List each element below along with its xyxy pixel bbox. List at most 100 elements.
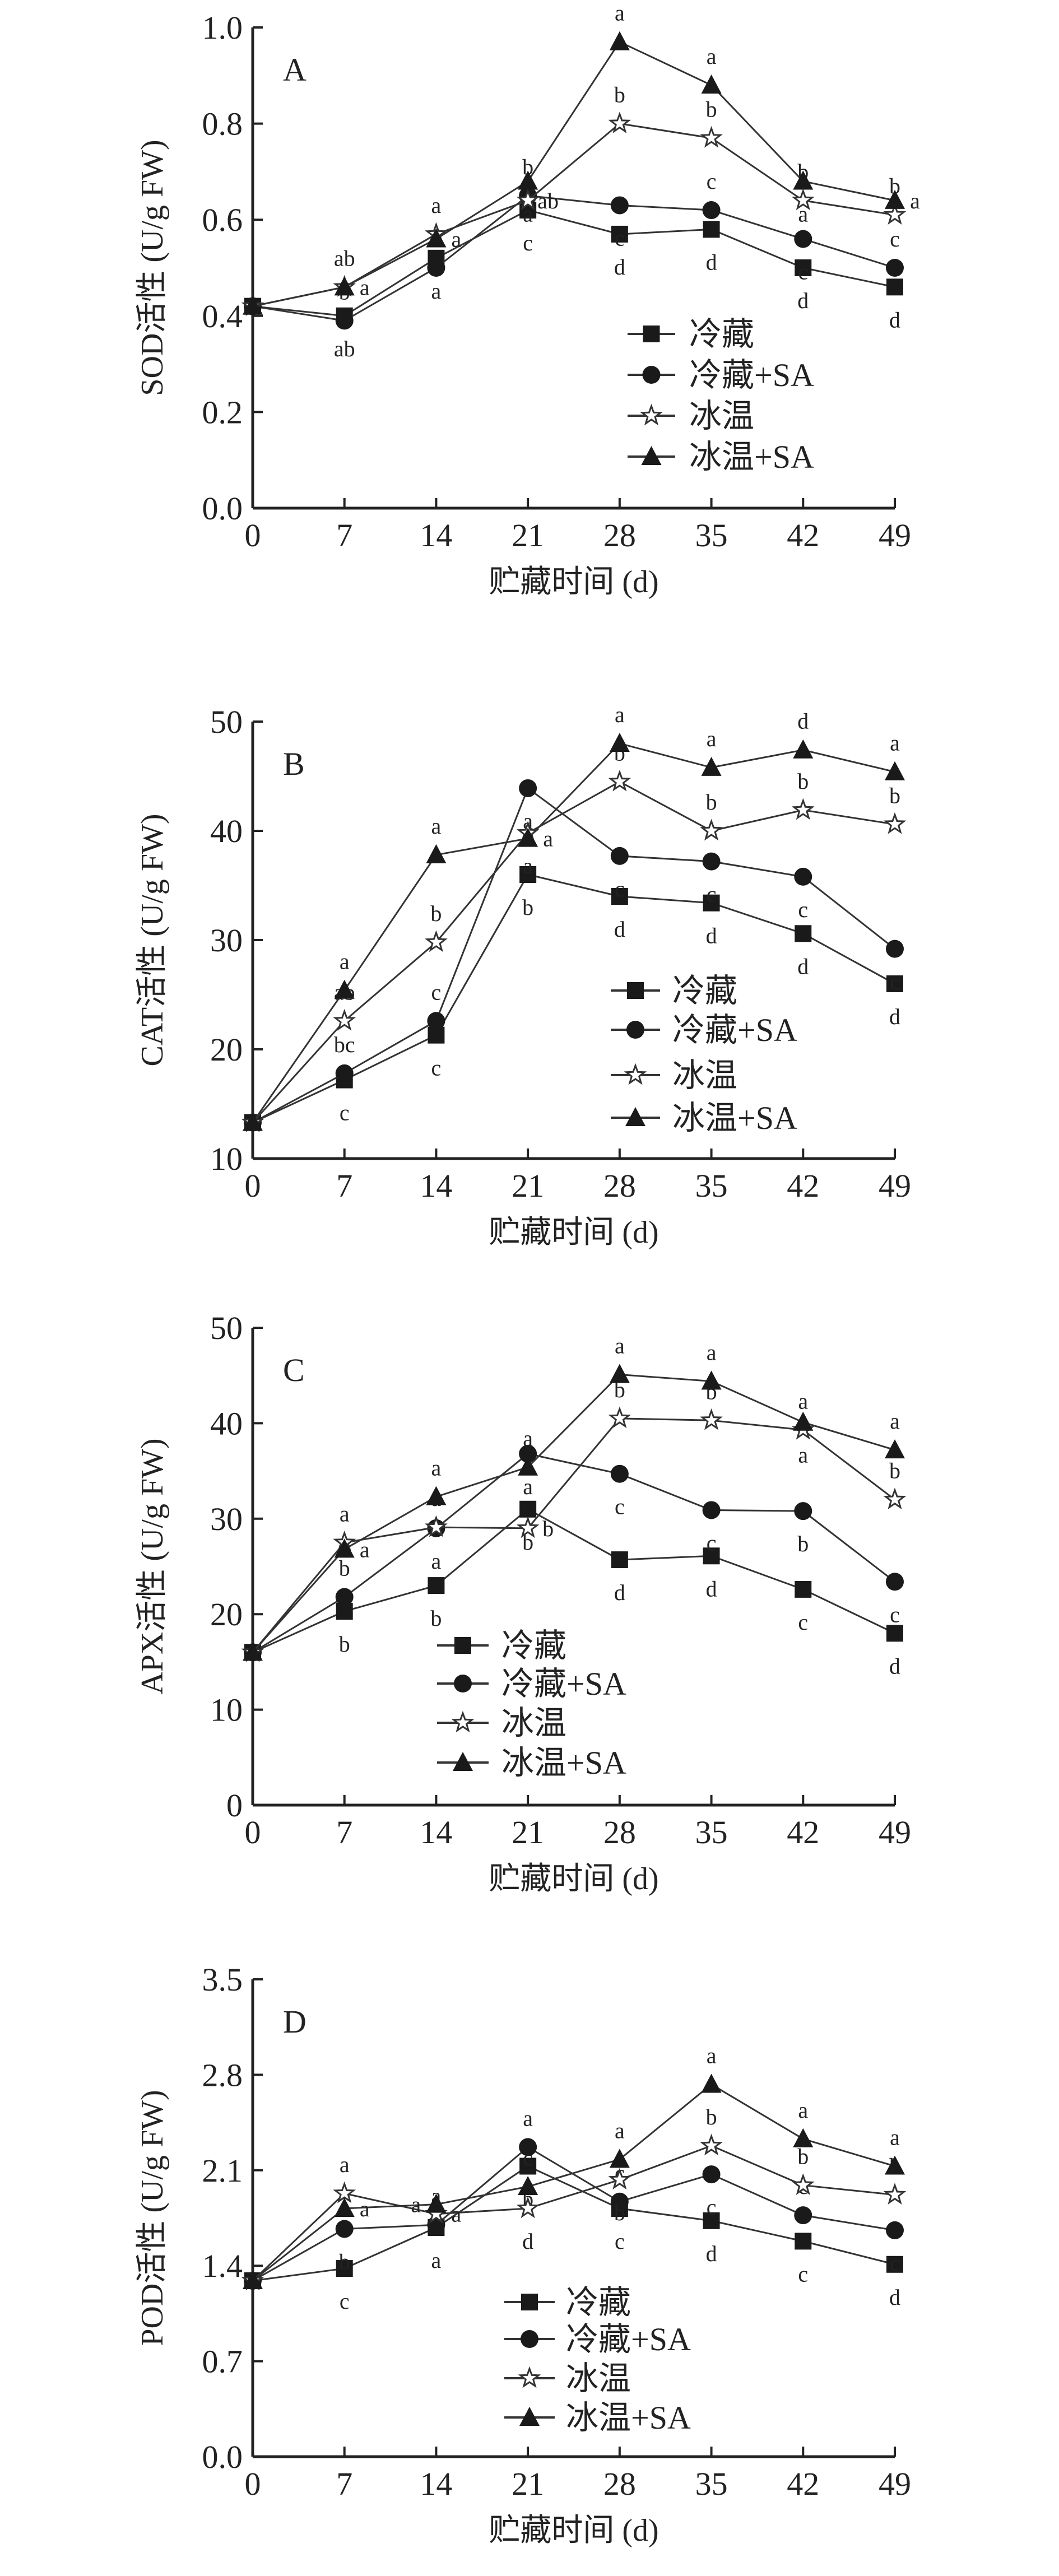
significance-letter: b <box>614 2200 625 2225</box>
data-point <box>701 756 722 776</box>
data-point <box>883 812 907 834</box>
data-point <box>609 31 630 50</box>
data-point <box>516 2196 540 2219</box>
data-point <box>610 1464 629 1483</box>
significance-letter: d <box>889 2285 900 2310</box>
data-point <box>794 1502 812 1521</box>
y-tick-label: 0.8 <box>202 106 243 142</box>
data-point <box>608 1406 631 1429</box>
data-point <box>518 2176 538 2196</box>
series-line <box>252 1508 895 1653</box>
significance-letter: ab <box>334 336 355 361</box>
legend-label: 冰温+SA <box>672 1100 797 1136</box>
data-point <box>793 170 814 190</box>
significance-letter: a <box>431 2248 442 2273</box>
legend-label: 冰温 <box>501 1705 566 1741</box>
series-line <box>252 1373 895 1653</box>
x-tick-label: 7 <box>336 1168 352 1204</box>
data-point <box>886 2256 903 2273</box>
legend-label: 冷藏 <box>689 316 754 352</box>
data-point <box>886 2221 904 2239</box>
data-point <box>243 1642 263 1661</box>
significance-letter: b <box>889 783 900 808</box>
data-point <box>885 189 905 209</box>
significance-letter: b <box>797 769 809 794</box>
legend-marker-triangle <box>453 1752 473 1771</box>
significance-letter: d <box>614 917 625 942</box>
x-tick-label: 42 <box>787 2466 819 2502</box>
data-point <box>427 1012 445 1030</box>
significance-letter: a <box>615 1 625 26</box>
x-tick-label: 21 <box>512 1814 544 1850</box>
data-point <box>794 2206 812 2225</box>
significance-letter: c <box>798 1610 808 1635</box>
x-tick-label: 0 <box>245 1168 261 1204</box>
data-point <box>791 2173 815 2195</box>
series-star: abaabbbbb <box>241 82 907 316</box>
data-point <box>243 1112 263 1131</box>
significance-letter: a <box>523 808 533 834</box>
legend-label: 冰温 <box>672 1057 737 1094</box>
significance-letter: a <box>523 1474 533 1499</box>
significance-letter: c <box>707 2194 717 2220</box>
significance-letter: b <box>542 1516 554 1541</box>
significance-letter: c <box>707 882 717 907</box>
legend-marker-circle <box>454 1675 472 1692</box>
significance-letter: c <box>431 979 442 1005</box>
series-star: abbabbbb <box>241 740 907 1132</box>
data-point <box>611 225 628 243</box>
x-axis-title: 贮藏时间 (d) <box>489 1215 658 1250</box>
data-point <box>700 125 723 148</box>
significance-letter: c <box>890 226 900 252</box>
significance-letter: c <box>798 897 808 922</box>
y-tick-label: 50 <box>210 1310 243 1346</box>
significance-letter: c <box>523 230 533 255</box>
data-point <box>701 2073 722 2093</box>
data-point <box>427 259 445 277</box>
significance-letter: a <box>910 188 920 213</box>
x-tick-label: 7 <box>336 517 352 554</box>
y-tick-label: 1.0 <box>202 10 243 46</box>
legend-marker-triangle <box>519 2407 540 2426</box>
legend-marker-triangle <box>625 1107 645 1126</box>
data-point <box>334 276 355 296</box>
legend-marker-star <box>518 2366 541 2388</box>
significance-letter: a <box>431 1549 442 1574</box>
x-tick-label: 35 <box>695 1814 728 1850</box>
data-point <box>609 2149 630 2168</box>
significance-letter: b <box>339 1631 350 1657</box>
significance-letter: a <box>615 702 625 727</box>
significance-letter: c <box>707 1530 717 1555</box>
x-tick-label: 35 <box>695 2466 728 2502</box>
series-line <box>252 2146 895 2282</box>
data-point <box>700 819 723 841</box>
significance-letter: a <box>411 2192 421 2217</box>
chart-panel-a: 0.0 0.2 0.4 0.6 0.8 1.0 0 7 14 21 28 35 42 49 贮藏时间 (d)… <box>135 1 920 599</box>
y-tick-label: 50 <box>210 704 243 740</box>
data-point <box>703 1547 720 1565</box>
data-point <box>795 259 812 276</box>
data-point <box>609 733 630 752</box>
x-tick-label: 21 <box>512 1168 544 1204</box>
series-line <box>252 787 895 1123</box>
significance-letter: a <box>360 1537 370 1562</box>
significance-letter: d <box>706 2241 717 2266</box>
data-point <box>702 2165 721 2184</box>
y-tick-label: 2.8 <box>202 2057 243 2093</box>
data-point <box>886 1625 903 1642</box>
y-tick-label: 0.6 <box>202 202 243 238</box>
data-point <box>702 852 721 871</box>
significance-letter: b <box>706 2104 717 2129</box>
legend-label: 冰温 <box>566 2360 631 2397</box>
x-tick-label: 49 <box>879 517 911 554</box>
data-point <box>700 2133 723 2156</box>
x-tick-label: 7 <box>336 1814 352 1850</box>
y-axis-title: SOD活性 (U/g FW) <box>135 140 170 396</box>
data-point <box>608 2168 631 2190</box>
significance-letter: a <box>707 2043 717 2068</box>
data-point <box>426 844 447 863</box>
data-point <box>886 259 904 277</box>
significance-letter: d <box>797 288 809 313</box>
legend-label: 冷藏 <box>566 2284 631 2321</box>
